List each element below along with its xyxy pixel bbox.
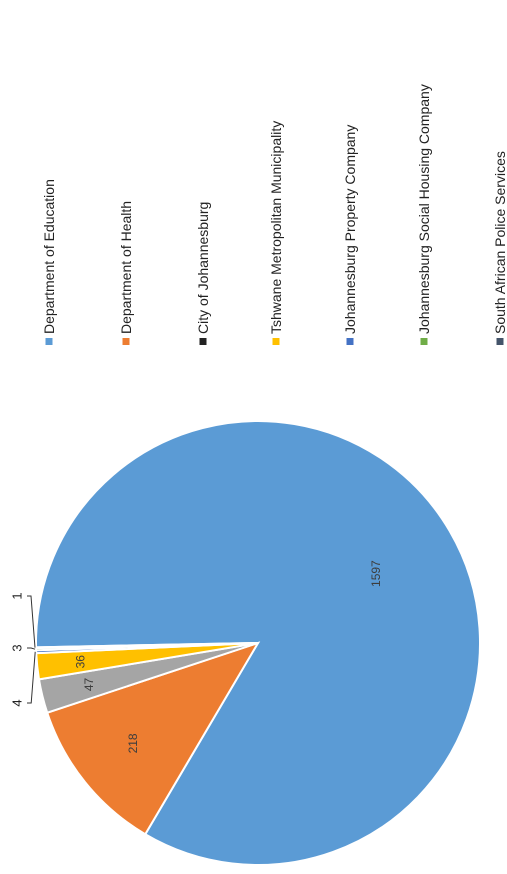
- data-label-2: 218: [126, 733, 140, 753]
- callout-leader-6: [27, 647, 36, 650]
- legend-marker-2: [122, 338, 130, 345]
- legend-item-6: Johannesburg Social Housing Company: [416, 84, 432, 345]
- data-label-1: 1597: [369, 560, 383, 587]
- legend-marker-4: [272, 338, 280, 345]
- data-label-3: 47: [82, 678, 96, 692]
- pie-data-labels: 1597 218 47 36: [74, 560, 383, 753]
- legend-label-2: Department of Health: [118, 201, 134, 334]
- pie-callouts: 4 3 1: [9, 592, 36, 707]
- pie-slice-7: [35, 642, 259, 650]
- pie-slice-2: [45, 641, 261, 836]
- legend-label-3: City of Johannesburg: [195, 202, 211, 334]
- legend-label-4: Tshwane Metropolitan Municipality: [268, 121, 284, 334]
- legend-marker-7: [496, 338, 504, 345]
- pie-slices: [35, 420, 481, 866]
- data-label-5: 4: [9, 699, 24, 706]
- legend: Department of Education Department of Hea…: [41, 84, 507, 345]
- data-label-6: 3: [9, 644, 24, 651]
- callout-leader-7: [27, 595, 36, 648]
- legend-marker-1: [45, 338, 53, 345]
- legend-label-5: Johannesburg Property Company: [342, 125, 358, 334]
- data-label-7: 1: [9, 592, 24, 599]
- legend-item-3: City of Johannesburg: [195, 202, 211, 345]
- legend-marker-3: [199, 338, 207, 345]
- legend-item-4: Tshwane Metropolitan Municipality: [268, 121, 284, 345]
- legend-marker-6: [420, 338, 428, 345]
- legend-marker-5: [346, 338, 354, 345]
- data-label-4: 36: [74, 655, 88, 669]
- legend-item-2: Department of Health: [118, 201, 134, 345]
- legend-label-6: Johannesburg Social Housing Company: [416, 84, 432, 334]
- legend-item-1: Department of Education: [41, 179, 57, 345]
- callout-leader-5: [27, 651, 36, 704]
- legend-label-7: South African Police Services: [492, 151, 507, 334]
- legend-item-5: Johannesburg Property Company: [342, 125, 358, 345]
- legend-label-1: Department of Education: [41, 179, 57, 334]
- legend-item-7: South African Police Services: [492, 151, 507, 345]
